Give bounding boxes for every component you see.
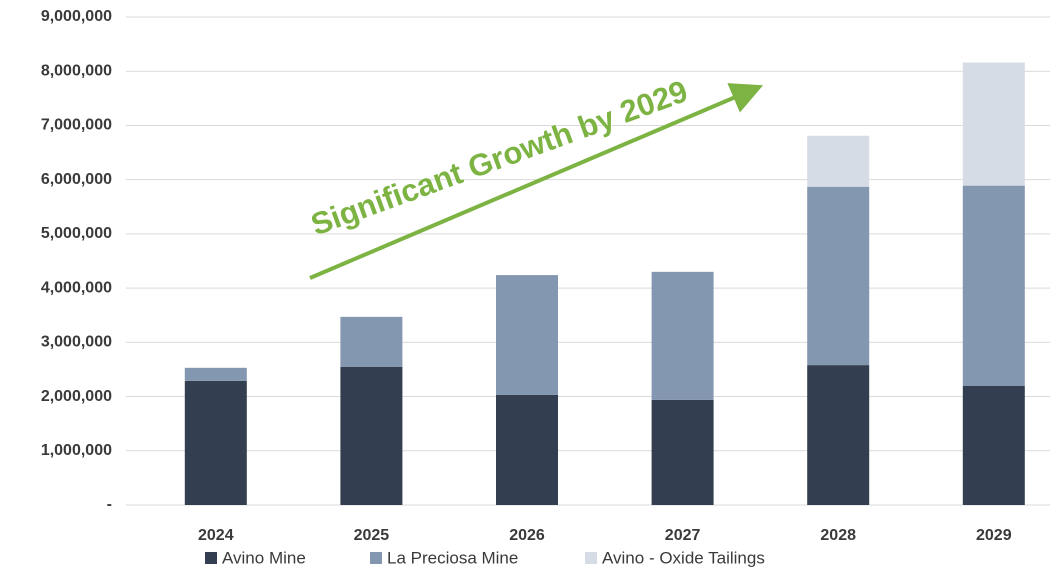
bar-segment [962,185,1025,386]
x-tick-label: 2029 [976,527,1012,544]
y-tick-label: 6,000,000 [41,171,112,188]
bars [184,62,1025,505]
bar-segment [651,271,714,400]
bar-segment [496,275,558,395]
x-tick-label: 2028 [820,527,856,544]
y-tick-label: 2,000,000 [41,388,112,405]
y-tick-label: 5,000,000 [41,225,112,242]
bar-segment [807,365,870,505]
bar-segment [184,380,247,505]
growth-arrow [309,83,764,280]
x-tick-label: 2026 [509,527,545,544]
bar-segment [184,367,247,381]
y-tick-label: 7,000,000 [41,117,112,134]
x-tick-label: 2025 [354,527,390,544]
y-tick-label: 3,000,000 [41,334,112,351]
y-tick-label: 9,000,000 [41,8,112,25]
legend-label: La Preciosa Mine [387,548,518,567]
legend-swatch [585,552,597,564]
legend-label: Avino Mine [222,548,306,567]
bar-segment [496,394,558,505]
y-tick-label: 4,000,000 [41,279,112,296]
bar-segment [962,62,1025,186]
annotation: Significant Growth by 2029 [306,73,692,242]
legend-swatch [205,552,217,564]
y-tick-label: 8,000,000 [41,62,112,79]
bar-segment [962,385,1025,505]
x-tick-label: 2024 [198,527,234,544]
legend-swatch [370,552,382,564]
bar-segment [340,316,403,367]
x-tick-label: 2027 [665,527,701,544]
bar-segment [340,366,403,505]
y-tick-label: - [107,496,112,513]
legend-label: Avino - Oxide Tailings [602,548,765,567]
grid [126,16,1050,506]
bar-segment [651,399,714,505]
bar-segment [807,135,870,187]
bar-segment [807,186,870,366]
y-tick-label: 1,000,000 [41,442,112,459]
